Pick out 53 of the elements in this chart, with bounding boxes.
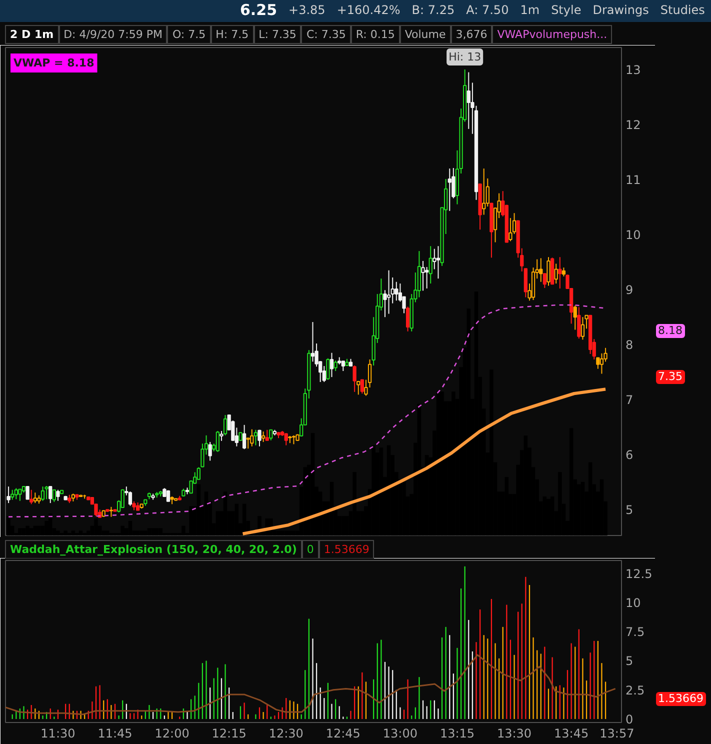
text: 7.35 (656, 370, 684, 384)
text: B: 7.25 (412, 2, 455, 20)
text: R: 0.15 (350, 25, 400, 44)
text: +3.85 (288, 2, 326, 20)
annotation: Hi: 13 (448, 50, 482, 64)
y-tick-label: 6 (626, 448, 634, 462)
text: C: 7.35 (301, 25, 351, 44)
y-tick-label: 10 (626, 596, 641, 610)
text: +160.42% (336, 2, 400, 20)
y-tick-label: 9 (626, 283, 634, 298)
x-tick-label: 11:30 (40, 726, 76, 740)
x-tick-label: 12:00 (154, 726, 190, 740)
chart-title: Waddah_Attar_Explosion (150, 20, 40, 20, 2.0) (5, 540, 302, 559)
text: 1.53669 (656, 692, 706, 706)
x-tick-label: 13:57 (600, 726, 634, 740)
x-tick-label: 11:45 (98, 726, 132, 740)
text: 0 (302, 540, 319, 559)
chart-title: 2 D 1m (5, 25, 59, 44)
y-tick-label: 5 (626, 503, 634, 518)
text: 1.53669 (318, 540, 374, 559)
text: L: 7.35 (254, 25, 302, 44)
y-tick-label: 11 (626, 173, 641, 188)
y-tick-label: 10 (626, 228, 641, 242)
text: Style (551, 2, 582, 20)
y-tick-label: 2.5 (626, 683, 645, 698)
text: A: 7.50 (466, 2, 509, 20)
x-tick-label: 13:45 (554, 726, 589, 740)
x-tick-label: 12:15 (212, 726, 246, 740)
x-tick-label: 13:30 (496, 726, 532, 740)
y-tick-label: 5 (626, 654, 634, 668)
text: Volume (400, 25, 451, 44)
text: 8.18 (656, 324, 684, 338)
y-tick-label: 7 (626, 393, 634, 408)
text: 3,676 (450, 25, 492, 44)
x-tick-label: 13:15 (440, 726, 475, 740)
y-tick-label: 12.5 (626, 566, 652, 581)
text: D: 4/9/20 7:59 PM (58, 25, 168, 44)
y-tick-label: 12 (626, 118, 641, 132)
x-tick-label: 13:00 (382, 726, 418, 740)
text: Studies (660, 2, 705, 20)
y-tick-label: 0 (626, 712, 634, 727)
y-tick-label: 13 (626, 63, 641, 78)
text: 6.25 (240, 0, 278, 22)
y-tick-label: 8 (626, 338, 634, 352)
text: 1m (520, 2, 540, 20)
text: VWAPvolumepush... (492, 25, 612, 44)
x-tick-label: 12:30 (268, 726, 304, 740)
y-tick-label: 7.5 (626, 625, 645, 640)
text: O: 7.5 (167, 25, 211, 44)
x-tick-label: 12:45 (326, 726, 360, 740)
text: VWAP = 8.18 (14, 56, 94, 70)
text: H: 7.5 (210, 25, 254, 44)
text: Drawings (592, 2, 649, 20)
